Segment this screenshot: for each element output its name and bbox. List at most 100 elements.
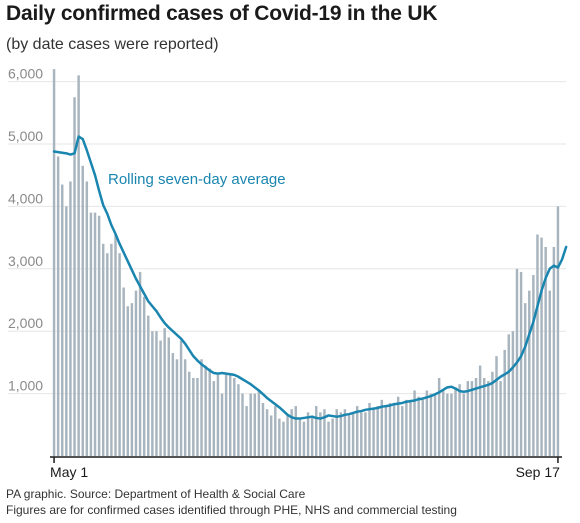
bar xyxy=(433,393,437,456)
bar xyxy=(327,421,330,456)
bar xyxy=(52,69,56,457)
bar xyxy=(114,234,117,456)
bar xyxy=(220,393,224,456)
bar xyxy=(368,402,371,456)
bar xyxy=(216,374,220,456)
daily-cases-bars xyxy=(52,69,560,457)
bar xyxy=(302,421,306,456)
bar xyxy=(151,331,154,456)
x-tick-label-end: Sep 17 xyxy=(516,464,561,480)
bar xyxy=(126,306,130,456)
bar xyxy=(200,359,203,456)
bar xyxy=(65,206,68,456)
bar xyxy=(134,290,138,456)
bar xyxy=(392,402,396,456)
bar xyxy=(294,406,297,456)
bar xyxy=(81,165,84,456)
bar xyxy=(466,381,470,456)
bar xyxy=(528,290,531,456)
bar xyxy=(286,415,289,456)
bar xyxy=(544,246,547,456)
bar xyxy=(437,378,441,456)
bar xyxy=(85,181,89,456)
bar xyxy=(519,271,523,456)
bar xyxy=(388,402,392,456)
bar xyxy=(208,368,211,456)
bar xyxy=(499,381,502,456)
bar xyxy=(122,287,125,456)
axis-labels: 1,000 2,000 3,000 4,000 5,000 6,000 Rolling se… xyxy=(8,66,560,480)
series-label-rolling-average: Rolling seven-day average xyxy=(108,171,286,188)
bar xyxy=(306,412,310,456)
bar xyxy=(540,237,543,456)
bar xyxy=(212,381,216,456)
bar xyxy=(298,418,302,456)
bar xyxy=(507,334,511,456)
bar xyxy=(413,390,416,456)
bar xyxy=(376,406,379,456)
bar xyxy=(159,340,162,456)
bar xyxy=(233,378,236,456)
bar xyxy=(491,371,494,456)
bar xyxy=(192,378,195,456)
bar xyxy=(228,374,232,456)
bar xyxy=(183,359,187,456)
bar xyxy=(372,409,375,456)
bar xyxy=(548,290,551,456)
bar xyxy=(532,275,535,456)
bar xyxy=(384,406,388,456)
bar xyxy=(171,353,175,456)
bar xyxy=(282,421,285,456)
bar xyxy=(188,371,191,456)
bar xyxy=(310,415,314,456)
bar xyxy=(245,406,248,456)
bar xyxy=(347,415,351,456)
bar xyxy=(110,243,113,456)
y-tick-label: 2,000 xyxy=(8,315,43,331)
bar xyxy=(106,253,109,456)
bar xyxy=(405,399,408,456)
y-tick-label: 4,000 xyxy=(8,190,43,206)
bar xyxy=(355,406,359,456)
chart-subtitle: (by date cases were reported) xyxy=(6,36,219,53)
bar xyxy=(257,390,261,456)
bar xyxy=(274,406,277,456)
bar xyxy=(396,396,400,456)
bar xyxy=(462,393,465,456)
bar xyxy=(261,402,265,456)
bar xyxy=(138,271,142,456)
bar xyxy=(442,390,445,456)
bar xyxy=(290,409,293,456)
bar xyxy=(175,359,179,456)
bar xyxy=(364,412,367,456)
bar xyxy=(249,393,252,456)
bar xyxy=(335,409,338,456)
rolling-average-path xyxy=(52,135,568,420)
bar xyxy=(204,365,207,456)
bar xyxy=(61,184,64,456)
y-tick-label: 1,000 xyxy=(8,378,43,394)
bar xyxy=(425,390,429,456)
bar xyxy=(56,156,60,457)
bar xyxy=(93,212,97,456)
bar xyxy=(474,378,478,456)
bar xyxy=(241,393,244,456)
rolling-average-line xyxy=(52,135,568,420)
bar xyxy=(339,412,343,456)
chart-title: Daily confirmed cases of Covid-19 in the… xyxy=(6,2,438,25)
bar xyxy=(446,393,449,456)
bar xyxy=(523,303,527,456)
bar xyxy=(409,399,412,456)
bar xyxy=(360,412,363,456)
bar xyxy=(89,212,93,456)
x-axis xyxy=(50,456,562,463)
bar xyxy=(343,409,347,456)
bar xyxy=(130,303,134,456)
y-tick-label: 5,000 xyxy=(8,128,43,144)
bar xyxy=(450,393,453,456)
bar xyxy=(155,331,158,456)
bar xyxy=(556,206,560,456)
bar xyxy=(487,381,490,456)
bar xyxy=(73,97,76,456)
bar xyxy=(511,331,515,456)
